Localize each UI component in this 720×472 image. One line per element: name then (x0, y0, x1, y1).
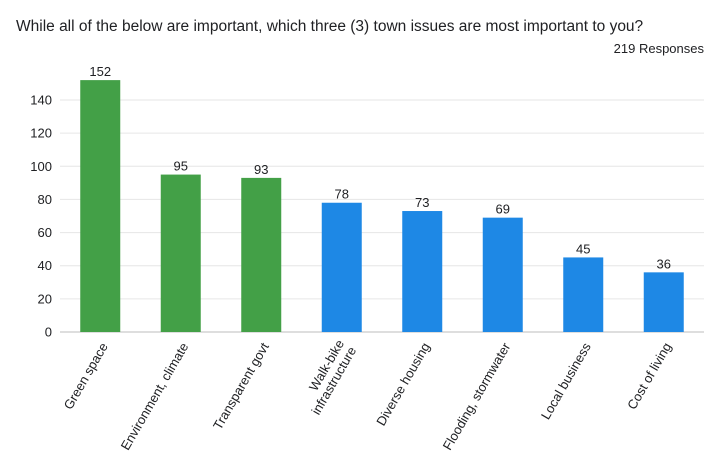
y-tick-label: 120 (30, 126, 52, 141)
bar (482, 217, 523, 332)
x-tick-label: Environment, climate (118, 340, 192, 453)
bar (643, 272, 684, 332)
data-label: 45 (576, 241, 590, 256)
y-tick-label: 0 (45, 325, 52, 340)
y-tick-label: 80 (38, 192, 52, 207)
y-tick-label: 100 (30, 159, 52, 174)
y-tick-label: 20 (38, 291, 52, 306)
x-tick-label: Cost of living (624, 340, 674, 412)
data-label: 152 (89, 64, 111, 79)
y-tick-label: 60 (38, 225, 52, 240)
x-tick-label: Diverse housing (373, 340, 433, 428)
data-label: 95 (174, 159, 188, 174)
x-tick-label: Green space (61, 340, 111, 412)
y-tick-label: 40 (38, 258, 52, 273)
bar (160, 174, 201, 332)
data-label: 36 (657, 256, 671, 271)
x-tick-label: Local business (538, 340, 594, 422)
data-label: 78 (335, 187, 349, 202)
x-tick-label: Walk-bikeinfrastructure (296, 337, 359, 417)
bar (241, 177, 282, 332)
x-tick-label: Transparent govt (210, 340, 272, 433)
y-tick-label: 140 (30, 93, 52, 108)
data-label: 73 (415, 195, 429, 210)
chart-title: While all of the below are important, wh… (16, 18, 644, 35)
data-label: 69 (496, 202, 510, 217)
bar (80, 80, 121, 332)
x-tick-label: Flooding, stormwater (440, 339, 514, 452)
bar (321, 202, 362, 332)
response-count: 219 Responses (613, 41, 704, 56)
bar (563, 257, 604, 332)
data-label: 93 (254, 162, 268, 177)
bar (402, 211, 443, 332)
